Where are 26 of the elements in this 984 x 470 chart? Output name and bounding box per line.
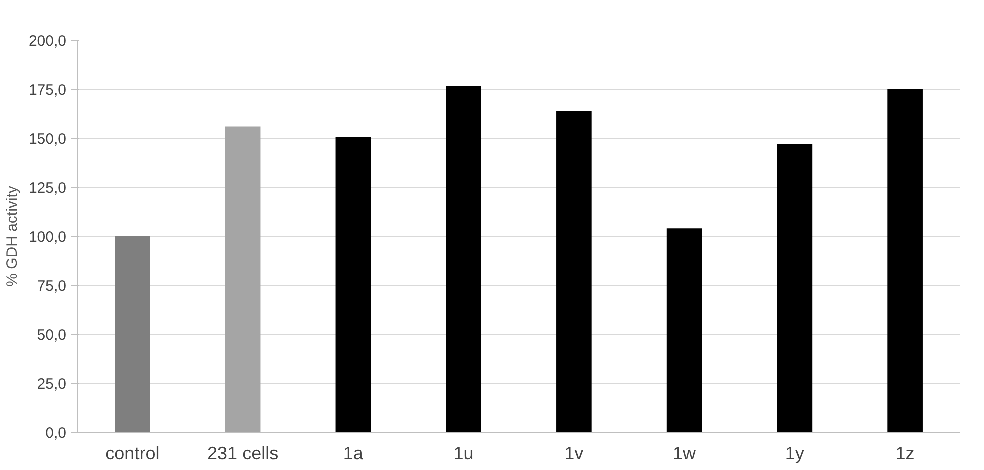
y-tick-label: 125,0 bbox=[28, 180, 67, 197]
bar bbox=[336, 138, 372, 432]
x-tick-label: 1y bbox=[785, 444, 804, 464]
x-tick-label: 1z bbox=[896, 444, 915, 464]
x-tick-label: control bbox=[106, 444, 160, 464]
y-axis-title: % GDH activity bbox=[4, 186, 21, 287]
bar bbox=[777, 144, 813, 432]
y-tick-label: 0,0 bbox=[46, 425, 67, 442]
bar bbox=[556, 111, 592, 432]
y-tick-label: 150,0 bbox=[28, 131, 67, 148]
x-tick-label: 231 cells bbox=[208, 444, 279, 464]
y-tick-label: 75,0 bbox=[37, 278, 67, 295]
bar bbox=[115, 236, 150, 432]
bar bbox=[666, 228, 702, 432]
y-tick-label: 100,0 bbox=[28, 229, 67, 246]
bar bbox=[446, 86, 482, 432]
y-tick-label: 200,0 bbox=[28, 33, 67, 50]
bar bbox=[888, 90, 923, 432]
bar bbox=[225, 126, 261, 432]
y-tick-label: 25,0 bbox=[37, 376, 67, 393]
x-tick-label: 1w bbox=[673, 444, 698, 464]
x-tick-label: 1u bbox=[454, 444, 474, 464]
y-tick-label: 175,0 bbox=[28, 82, 67, 99]
x-tick-label: 1a bbox=[343, 444, 364, 464]
y-tick-label: 50,0 bbox=[37, 327, 67, 344]
x-tick-label: 1v bbox=[564, 444, 584, 464]
